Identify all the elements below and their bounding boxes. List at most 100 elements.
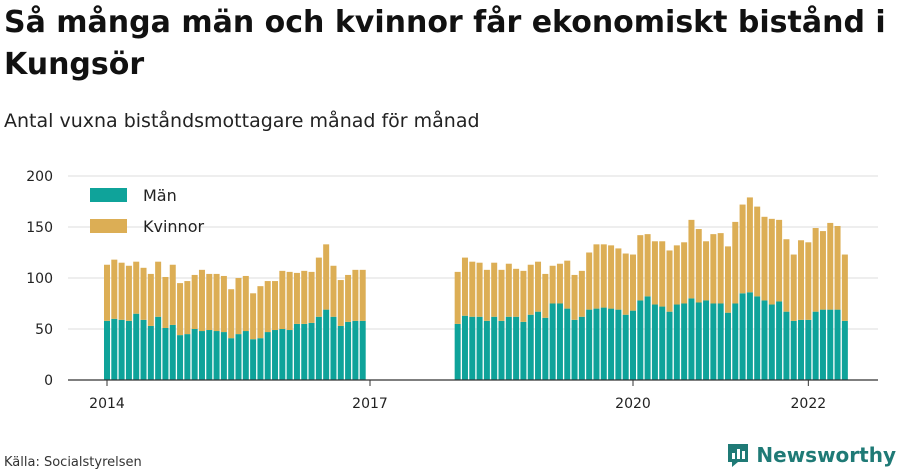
bar-men [498, 320, 505, 380]
bar-men [293, 323, 300, 380]
bar-women [235, 278, 242, 335]
y-tick-label: 0 [44, 373, 53, 389]
bar-men [220, 332, 227, 380]
bar-men [746, 292, 753, 380]
bar-women [476, 262, 483, 317]
bar-women [337, 280, 344, 326]
bar-men [308, 322, 315, 380]
bar-men [118, 319, 125, 380]
bar-women [615, 248, 622, 310]
bar-men [637, 300, 644, 380]
bar-women [556, 263, 563, 304]
x-tick-label: 2017 [352, 396, 388, 412]
x-tick-label: 2014 [89, 396, 125, 412]
bar-men [768, 304, 775, 380]
bar-women [578, 270, 585, 317]
legend-swatch [90, 219, 127, 233]
bar-women [622, 253, 629, 315]
bar-men [630, 310, 636, 380]
bar-women [688, 219, 695, 299]
bar-women [323, 244, 330, 310]
bar-men [834, 309, 841, 380]
y-tick-label: 200 [26, 169, 53, 185]
bar-men [776, 301, 783, 380]
bar-men [491, 316, 498, 380]
bar-women [118, 262, 125, 320]
bar-women [177, 283, 184, 336]
bar-men [732, 303, 739, 380]
bar-men [169, 324, 176, 380]
bar-men [155, 316, 162, 380]
bar-women [600, 244, 607, 308]
bar-women [133, 261, 140, 314]
bar-women [454, 271, 461, 324]
bar-women [155, 261, 162, 317]
y-tick-label: 150 [26, 220, 53, 236]
bar-men [688, 298, 695, 380]
bar-men [352, 320, 359, 380]
bar-women [279, 270, 286, 329]
bar-women [469, 261, 476, 317]
bar-men [790, 320, 797, 380]
bar-women [666, 250, 673, 312]
bar-men [608, 308, 615, 380]
bar-women [695, 229, 702, 303]
bar-men [600, 307, 607, 380]
bar-men [133, 313, 140, 380]
bar-women [191, 274, 198, 329]
x-tick-label: 2020 [615, 396, 651, 412]
bar-men [323, 309, 330, 380]
bar-women [272, 281, 279, 331]
bar-men [279, 329, 286, 380]
bar-women [104, 264, 110, 321]
bar-men [242, 331, 249, 380]
bar-women [593, 244, 600, 309]
x-tick-label: 2022 [791, 396, 827, 412]
y-tick-label: 100 [26, 271, 53, 287]
bar-men [228, 338, 235, 380]
bar-women [827, 222, 834, 310]
bar-men [140, 319, 147, 380]
bar-men [454, 323, 461, 380]
bar-men [213, 331, 220, 380]
bar-men [469, 316, 476, 380]
legend-label: Kvinnor [143, 217, 204, 236]
bar-men [666, 311, 673, 380]
bar-men [162, 327, 169, 380]
bar-women [703, 241, 710, 301]
bar-women [717, 233, 724, 304]
bar-men [827, 309, 834, 380]
bar-men [761, 300, 768, 380]
bar-men [812, 311, 819, 380]
bar-women [527, 264, 534, 315]
bar-women [739, 204, 746, 294]
bar-women [498, 269, 505, 321]
bar-men [235, 334, 242, 380]
bar-women [783, 239, 790, 312]
bar-women [805, 242, 812, 320]
bar-women [651, 241, 658, 305]
bar-women [359, 269, 366, 321]
bar-women [213, 273, 220, 332]
bar-women [812, 228, 819, 312]
bar-men [359, 320, 366, 380]
bar-women [206, 273, 213, 331]
bar-men [177, 335, 184, 380]
bar-men [819, 309, 826, 380]
bar-women [125, 265, 132, 321]
bar-men [783, 311, 790, 380]
bar-women [264, 281, 271, 333]
bar-women [798, 240, 805, 320]
bar-men [111, 318, 118, 380]
bar-men [659, 306, 666, 380]
bar-men [724, 312, 731, 380]
bar-women [184, 281, 191, 335]
bar-women [549, 265, 556, 304]
bar-women [293, 272, 300, 324]
bar-women [673, 245, 680, 305]
bar-men [250, 339, 257, 380]
bar-women [513, 268, 520, 317]
bar-women [841, 254, 848, 321]
bar-men [593, 308, 600, 380]
bar-men [556, 303, 563, 380]
